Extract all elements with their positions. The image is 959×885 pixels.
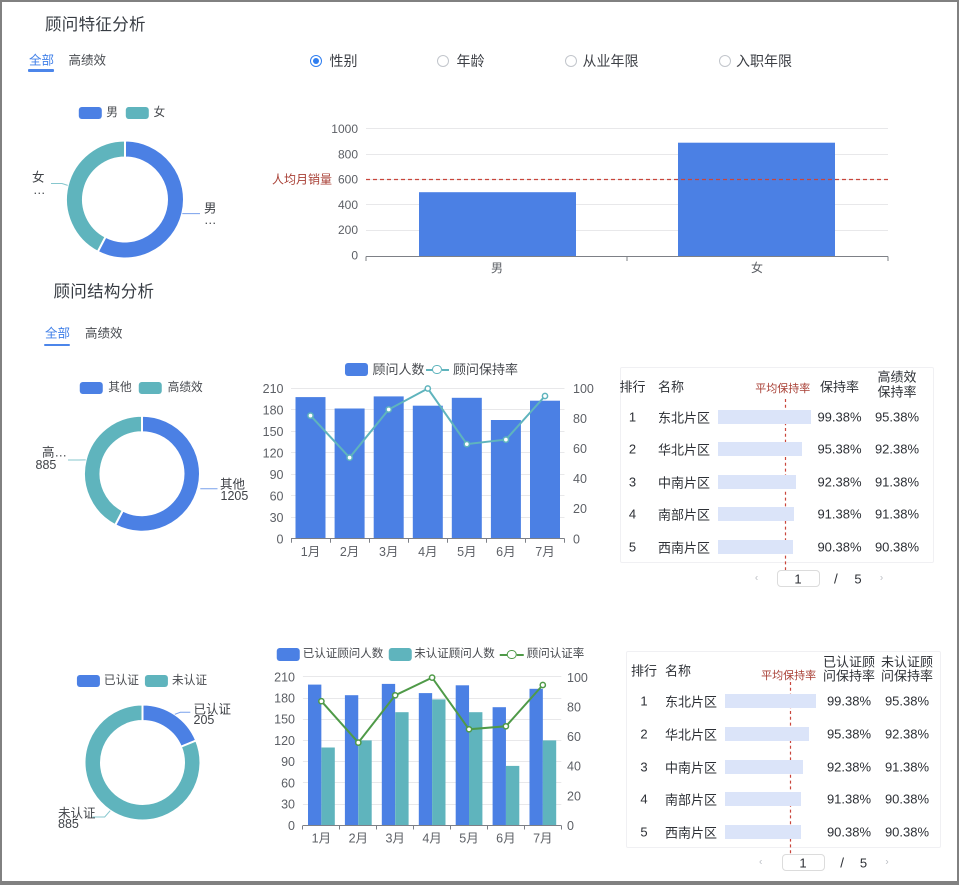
svg-text:6月: 6月: [496, 832, 515, 846]
svg-text:人均月销量: 人均月销量: [272, 173, 332, 187]
svg-text:20: 20: [573, 502, 587, 516]
svg-text:7月: 7月: [535, 545, 554, 559]
svg-text:80: 80: [567, 701, 581, 715]
svg-text:2月: 2月: [349, 832, 368, 846]
svg-text:800: 800: [338, 147, 358, 161]
svg-text:60: 60: [567, 730, 581, 744]
svg-text:200: 200: [338, 223, 358, 237]
svg-text:0: 0: [567, 819, 574, 833]
svg-text:600: 600: [338, 173, 358, 187]
svg-text:3月: 3月: [385, 832, 404, 846]
svg-text:60: 60: [281, 776, 295, 790]
svg-text:100: 100: [567, 671, 588, 685]
svg-text:210: 210: [274, 670, 295, 684]
svg-text:1月: 1月: [312, 832, 331, 846]
svg-text:120: 120: [263, 446, 284, 460]
svg-text:90: 90: [281, 755, 295, 769]
svg-text:0: 0: [351, 249, 358, 263]
svg-text:0: 0: [573, 532, 580, 546]
svg-text:女: 女: [751, 260, 763, 275]
svg-text:150: 150: [274, 713, 295, 727]
svg-text:7月: 7月: [533, 832, 552, 846]
svg-text:男: 男: [491, 261, 503, 275]
svg-text:5月: 5月: [457, 545, 476, 559]
svg-text:100: 100: [573, 382, 594, 396]
svg-text:60: 60: [573, 442, 587, 456]
svg-text:5月: 5月: [459, 832, 478, 846]
svg-text:1月: 1月: [301, 545, 320, 559]
svg-text:6月: 6月: [496, 545, 515, 559]
svg-text:120: 120: [274, 734, 295, 748]
svg-text:400: 400: [338, 198, 358, 212]
svg-text:60: 60: [270, 489, 284, 503]
svg-text:2月: 2月: [340, 545, 359, 559]
svg-text:0: 0: [288, 819, 295, 833]
svg-text:40: 40: [567, 760, 581, 774]
svg-text:20: 20: [567, 789, 581, 803]
svg-text:180: 180: [274, 692, 295, 706]
svg-text:150: 150: [263, 425, 284, 439]
svg-text:4月: 4月: [422, 832, 441, 846]
svg-text:30: 30: [270, 511, 284, 525]
svg-text:210: 210: [263, 382, 284, 396]
svg-text:90: 90: [270, 468, 284, 482]
svg-text:30: 30: [281, 798, 295, 812]
svg-text:80: 80: [573, 412, 587, 426]
svg-text:1000: 1000: [331, 122, 358, 136]
svg-text:3月: 3月: [379, 545, 398, 559]
svg-text:0: 0: [277, 532, 284, 546]
svg-text:40: 40: [573, 472, 587, 486]
svg-text:4月: 4月: [418, 545, 437, 559]
svg-text:180: 180: [263, 404, 284, 418]
